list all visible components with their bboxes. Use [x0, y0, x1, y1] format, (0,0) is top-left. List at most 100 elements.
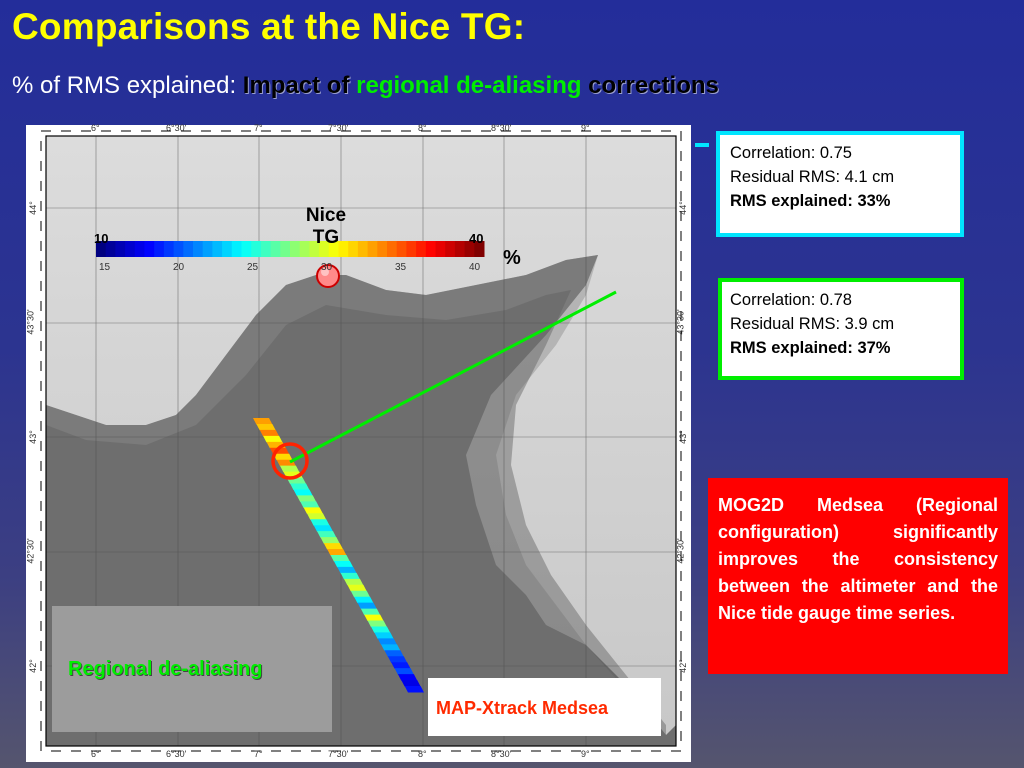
colorbar-tick: 40	[469, 262, 481, 273]
track-segment	[387, 656, 408, 663]
track-segment	[367, 620, 387, 627]
colorbar-segment	[425, 241, 436, 257]
colorbar-segment	[212, 241, 223, 257]
legend-mapx-label: MAP-Xtrack Medsea	[436, 698, 609, 718]
axis-top-label: 7°	[254, 123, 263, 133]
colorbar-segment	[357, 241, 369, 257]
track-segment	[290, 483, 310, 490]
colorbar-segment	[193, 241, 204, 257]
track-segment	[374, 632, 394, 639]
track-segment	[259, 429, 280, 437]
colorbar-segment	[464, 241, 475, 257]
subtitle-part2: regional de-aliasing	[356, 72, 582, 99]
axis-bottom-label: 8°30'	[491, 749, 512, 759]
axis-top-label: 7°30'	[328, 123, 349, 133]
axis-top-label: 6°30'	[166, 123, 187, 133]
track-segment	[343, 578, 364, 586]
colorbar-segment	[338, 241, 349, 257]
colorbar-segment	[328, 241, 339, 257]
stats-box-green: Correlation: 0.78 Residual RMS: 3.9 cm R…	[718, 278, 964, 380]
stats-box-cyan: Correlation: 0.75 Residual RMS: 4.1 cm R…	[716, 131, 964, 237]
track-segment	[323, 543, 344, 550]
colorbar-unit: %	[503, 247, 521, 269]
track-segment	[381, 644, 401, 651]
colorbar-tick: 30	[321, 262, 333, 273]
colorbar-segment	[163, 241, 175, 257]
nice-tg-label-line1: Nice	[305, 205, 347, 226]
colorbar-segment	[416, 241, 427, 257]
axis-left-label: 42°	[27, 659, 38, 673]
legend-mapx-box: MAP-Xtrack Medsea	[428, 678, 661, 736]
colorbar-segment	[260, 241, 272, 257]
map-figure: 6° 6°30' 7° 7°30' 8° 8°30' 9° 6° 6°30' 7…	[25, 123, 691, 762]
colorbar-segment	[115, 241, 126, 257]
track-segment	[310, 519, 330, 526]
track-segment	[350, 590, 371, 598]
track-segment	[354, 596, 374, 604]
axis-right-label: 42°	[677, 659, 688, 673]
colorbar-segment	[280, 241, 291, 257]
colorbar-segment	[367, 241, 378, 257]
track-segment	[293, 489, 313, 496]
stats-residual-rms: Residual RMS: 4.1 cm	[730, 168, 895, 186]
track-segment	[253, 418, 273, 425]
colorbar-segment	[96, 241, 107, 257]
track-segment	[300, 501, 320, 508]
axis-right-label: 43°30'	[675, 309, 686, 335]
track-segment	[330, 555, 350, 562]
track-segment	[394, 668, 414, 675]
colorbar-tick: 25	[247, 262, 259, 273]
colorbar-segment	[474, 241, 485, 257]
colorbar-tick: 20	[173, 262, 185, 273]
track-segment	[364, 614, 384, 622]
track-segment	[370, 626, 391, 633]
track-segment	[256, 423, 276, 431]
axis-bottom-label: 9°	[581, 749, 590, 759]
colorbar-segment	[377, 241, 388, 257]
colorbar-segment	[105, 241, 116, 257]
axis-bottom-label: 6°	[91, 749, 100, 759]
slide-title: Comparisons at the Nice TG:	[12, 6, 526, 47]
subtitle-part3: corrections	[581, 72, 719, 99]
track-segment	[333, 560, 354, 568]
colorbar-min-label: 10	[94, 231, 109, 246]
nice-tg-label-line2: TG	[312, 227, 340, 248]
colorbar-segment	[387, 241, 398, 257]
track-segment	[404, 686, 424, 693]
colorbar-segment	[299, 241, 310, 257]
colorbar-segment	[251, 241, 262, 257]
colorbar-segment	[154, 241, 165, 257]
legend-regional-label: Regional de-aliasing	[68, 658, 263, 680]
colorbar-segment	[445, 241, 456, 257]
colorbar-segment	[125, 241, 136, 257]
colorbar-segment	[183, 241, 194, 257]
colorbar-segment	[319, 241, 330, 257]
map-frame-ticks	[40, 130, 682, 752]
land-area	[46, 136, 676, 735]
colorbar-segment	[173, 241, 184, 257]
axis-top-label: 8°	[418, 123, 427, 133]
track-segment	[340, 572, 360, 580]
axis-bottom-label: 8°	[418, 749, 427, 759]
track-segment	[397, 674, 418, 681]
colorbar-tick: 15	[99, 262, 111, 273]
slide-subtitle: % of RMS explained: Impact of regional d…	[12, 72, 719, 100]
stats-residual-rms: Residual RMS: 3.9 cm	[730, 315, 895, 333]
colorbar-max-label: 40	[469, 231, 484, 246]
axis-right-label: 42°30'	[675, 538, 686, 564]
axis-top-label: 6°	[91, 123, 100, 133]
track-segment	[313, 525, 334, 532]
colorbar-tick: 35	[395, 262, 407, 273]
subtitle-part1: Impact of	[242, 72, 357, 99]
colorbar	[96, 241, 485, 257]
track-segment	[327, 549, 347, 556]
colorbar-segment	[241, 241, 252, 257]
subtitle-prefix: % of RMS explained:	[12, 72, 243, 99]
legend-regional-box: Regional de-aliasing	[52, 606, 332, 732]
conclusion-box: MOG2D Medsea (Regional configuration) si…	[708, 478, 1008, 674]
colorbar-segment	[202, 241, 213, 257]
axis-left-label: 43°30'	[25, 309, 36, 335]
colorbar-segment	[231, 241, 242, 257]
track-segment	[360, 608, 381, 616]
stats-correlation: Correlation: 0.78	[730, 291, 852, 309]
